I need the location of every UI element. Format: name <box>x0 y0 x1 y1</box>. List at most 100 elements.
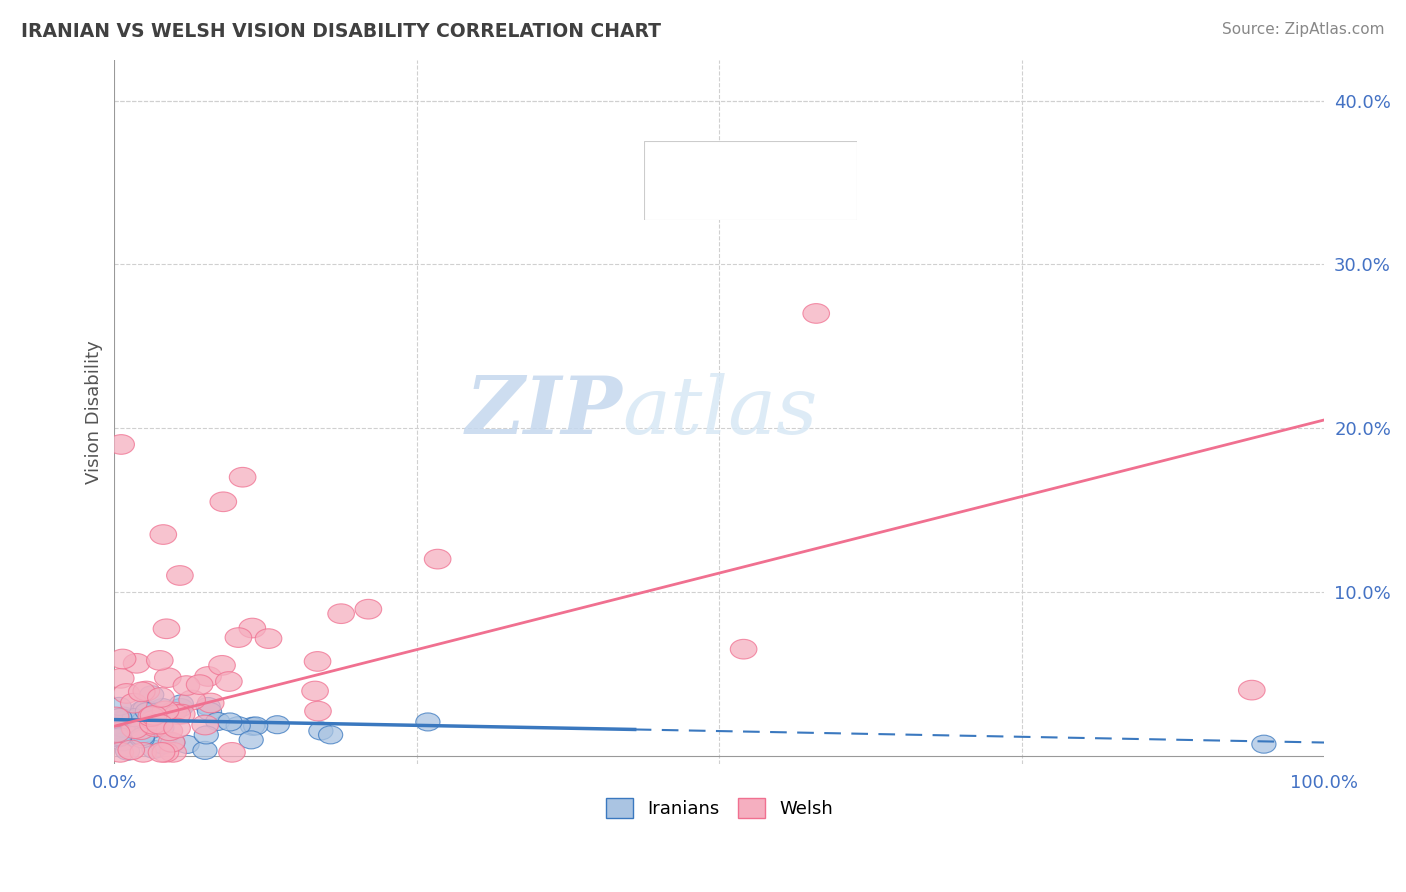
Ellipse shape <box>104 721 128 739</box>
Ellipse shape <box>134 681 160 701</box>
Ellipse shape <box>243 717 267 735</box>
Ellipse shape <box>152 742 179 762</box>
Ellipse shape <box>730 640 756 659</box>
Ellipse shape <box>169 695 194 713</box>
Ellipse shape <box>229 467 256 487</box>
Ellipse shape <box>150 698 174 716</box>
Ellipse shape <box>103 723 129 742</box>
Legend: Iranians, Welsh: Iranians, Welsh <box>599 791 841 825</box>
Text: N = 60: N = 60 <box>780 190 838 208</box>
Ellipse shape <box>124 654 150 673</box>
Ellipse shape <box>195 666 221 686</box>
Ellipse shape <box>225 628 252 648</box>
Ellipse shape <box>193 741 217 759</box>
Ellipse shape <box>156 721 183 740</box>
Ellipse shape <box>169 705 195 724</box>
Ellipse shape <box>191 715 218 735</box>
Ellipse shape <box>218 713 242 731</box>
Ellipse shape <box>173 676 200 696</box>
Ellipse shape <box>304 651 330 672</box>
Ellipse shape <box>138 706 165 726</box>
Ellipse shape <box>107 742 134 762</box>
Ellipse shape <box>107 668 134 688</box>
Ellipse shape <box>205 713 229 731</box>
Ellipse shape <box>160 734 184 752</box>
Ellipse shape <box>122 708 146 727</box>
Ellipse shape <box>197 693 224 713</box>
Ellipse shape <box>169 698 193 716</box>
Ellipse shape <box>319 726 343 744</box>
Ellipse shape <box>142 740 166 758</box>
Ellipse shape <box>146 714 173 734</box>
Ellipse shape <box>148 688 174 707</box>
Ellipse shape <box>108 708 132 726</box>
Ellipse shape <box>111 719 135 738</box>
Ellipse shape <box>107 698 131 715</box>
Ellipse shape <box>194 726 218 744</box>
Ellipse shape <box>150 736 174 754</box>
Ellipse shape <box>1239 681 1265 700</box>
Ellipse shape <box>150 719 174 737</box>
Ellipse shape <box>139 714 166 734</box>
Ellipse shape <box>110 649 136 669</box>
Ellipse shape <box>108 728 132 746</box>
Ellipse shape <box>121 693 148 713</box>
Ellipse shape <box>129 701 155 720</box>
Y-axis label: Vision Disability: Vision Disability <box>86 340 103 483</box>
Ellipse shape <box>131 730 155 747</box>
Ellipse shape <box>256 629 281 648</box>
Text: atlas: atlas <box>623 373 818 450</box>
Ellipse shape <box>425 549 451 569</box>
Ellipse shape <box>226 716 250 735</box>
Ellipse shape <box>141 711 167 731</box>
Ellipse shape <box>416 713 440 731</box>
Ellipse shape <box>115 709 139 728</box>
Ellipse shape <box>115 742 139 760</box>
Ellipse shape <box>195 698 221 715</box>
Ellipse shape <box>240 717 264 735</box>
Text: -0.248: -0.248 <box>721 153 780 171</box>
Ellipse shape <box>142 717 169 737</box>
Bar <box>652 184 681 214</box>
Ellipse shape <box>118 740 145 760</box>
Ellipse shape <box>239 618 266 638</box>
Text: Source: ZipAtlas.com: Source: ZipAtlas.com <box>1222 22 1385 37</box>
Ellipse shape <box>266 715 290 734</box>
Text: IRANIAN VS WELSH VISION DISABILITY CORRELATION CHART: IRANIAN VS WELSH VISION DISABILITY CORRE… <box>21 22 661 41</box>
Ellipse shape <box>146 650 173 670</box>
Ellipse shape <box>302 681 329 701</box>
Ellipse shape <box>208 656 235 675</box>
Text: 0.396: 0.396 <box>721 190 773 208</box>
Ellipse shape <box>135 703 159 721</box>
Ellipse shape <box>305 701 332 721</box>
Ellipse shape <box>108 434 135 454</box>
Ellipse shape <box>152 701 179 721</box>
Ellipse shape <box>139 686 165 704</box>
Ellipse shape <box>356 599 381 619</box>
Text: ZIP: ZIP <box>465 373 623 450</box>
Ellipse shape <box>187 674 212 694</box>
Ellipse shape <box>309 722 333 740</box>
Ellipse shape <box>148 714 172 731</box>
Ellipse shape <box>141 706 167 725</box>
Ellipse shape <box>128 682 155 702</box>
Ellipse shape <box>165 705 190 724</box>
Ellipse shape <box>150 524 177 544</box>
Ellipse shape <box>166 566 193 585</box>
Ellipse shape <box>111 733 135 751</box>
Ellipse shape <box>209 492 236 512</box>
Ellipse shape <box>131 728 155 746</box>
Ellipse shape <box>111 707 135 725</box>
Ellipse shape <box>160 702 187 722</box>
Ellipse shape <box>129 742 156 762</box>
Ellipse shape <box>153 619 180 639</box>
Ellipse shape <box>128 720 155 739</box>
Ellipse shape <box>174 735 200 754</box>
Ellipse shape <box>160 742 187 762</box>
Text: R =: R = <box>689 190 720 208</box>
Text: N = 46: N = 46 <box>780 153 838 171</box>
Ellipse shape <box>219 742 245 762</box>
Ellipse shape <box>117 716 141 734</box>
Ellipse shape <box>104 708 128 726</box>
Ellipse shape <box>197 702 222 721</box>
